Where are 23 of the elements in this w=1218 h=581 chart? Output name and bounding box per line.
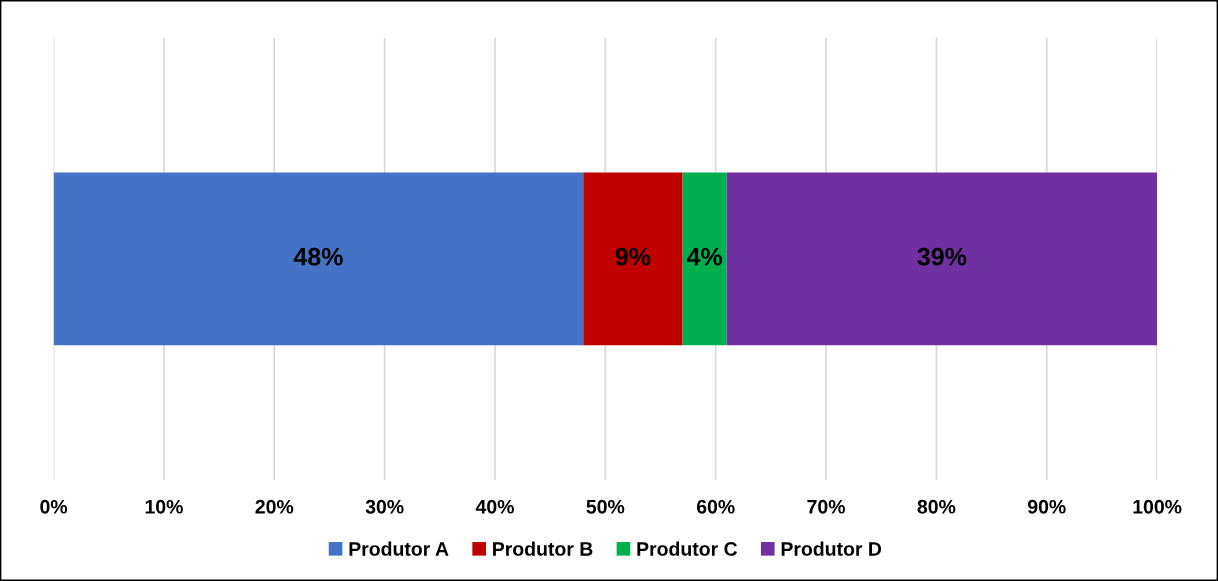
data-label: 4% (686, 247, 723, 266)
legend-label: Produtor A (349, 541, 449, 556)
bar (726, 172, 1158, 346)
x-tick-label: 40% (475, 499, 514, 514)
x-tick-label: 30% (365, 499, 404, 514)
x-tick-label: 50% (586, 499, 625, 514)
legend-label: Produtor D (781, 541, 882, 556)
x-tick-label: 60% (696, 499, 735, 514)
bar (53, 172, 584, 346)
x-tick-label: 20% (255, 499, 294, 514)
bar (583, 172, 683, 346)
x-tick-label: 0% (40, 499, 68, 514)
data-label: 48% (293, 247, 343, 266)
x-tick-label: 80% (917, 499, 956, 514)
x-tick-label: 90% (1027, 499, 1066, 514)
bar (682, 172, 727, 346)
legend-label: Produtor C (637, 541, 738, 556)
data-label: 9% (615, 247, 651, 266)
x-tick-label: 100% (1133, 499, 1182, 514)
x-tick-label: 70% (807, 499, 845, 514)
x-tick-label: 10% (145, 499, 183, 514)
data-label: 39% (917, 247, 967, 266)
legend-label: Produtor B (493, 541, 593, 556)
